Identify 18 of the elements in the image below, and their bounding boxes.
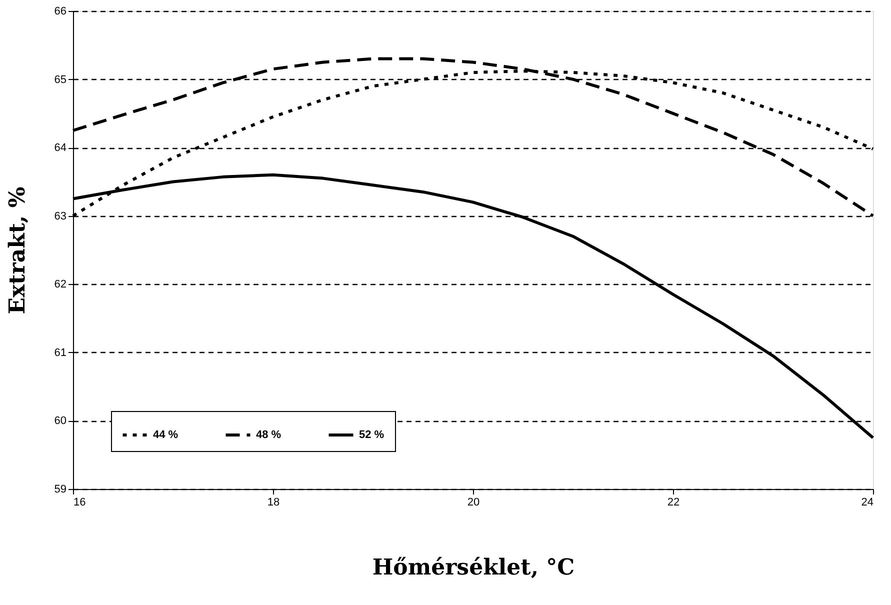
x-tick-label: 22 bbox=[667, 496, 680, 508]
x-axis-title: Hőmérséklet, °C bbox=[372, 554, 575, 580]
x-tick-label: 18 bbox=[267, 496, 280, 508]
y-tick-label: 63 bbox=[54, 210, 66, 222]
x-tick-label: 20 bbox=[467, 496, 480, 508]
y-tick-label: 62 bbox=[54, 278, 66, 291]
legend-label: 52 % bbox=[359, 429, 384, 441]
y-tick-label: 61 bbox=[54, 346, 66, 359]
y-tick-label: 60 bbox=[54, 415, 66, 428]
y-tick-label: 59 bbox=[54, 484, 66, 496]
y-axis-title: Extrakt, % bbox=[4, 186, 30, 314]
x-tick-label: 24 bbox=[861, 496, 874, 508]
y-tick-label: 64 bbox=[54, 142, 66, 154]
y-tick-label: 65 bbox=[54, 74, 66, 86]
legend-label: 48 % bbox=[256, 429, 282, 441]
legend-label: 44 % bbox=[153, 429, 178, 441]
x-tick-label: 16 bbox=[74, 496, 86, 508]
y-tick-label: 66 bbox=[54, 6, 66, 18]
